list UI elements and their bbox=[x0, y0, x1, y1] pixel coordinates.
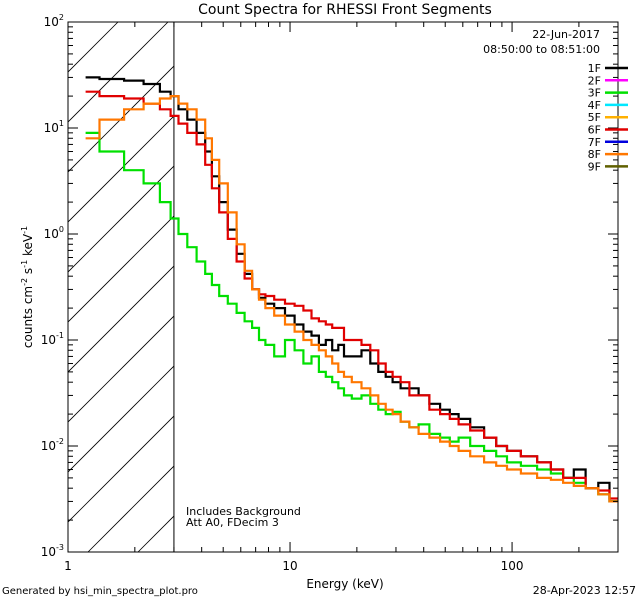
annotation-attenuator: Att A0, FDecim 3 bbox=[186, 516, 279, 529]
legend-entry-4F: 4F bbox=[588, 99, 628, 112]
hatch-line bbox=[68, 215, 174, 323]
legend-label: 5F bbox=[588, 111, 601, 124]
legend-entry-2F: 2F bbox=[588, 74, 628, 87]
legend-entry-3F: 3F bbox=[588, 87, 628, 100]
chart-title: Count Spectra for RHESSI Front Segments bbox=[198, 2, 492, 18]
hatch-line bbox=[137, 515, 174, 552]
generated-timestamp: 28-Apr-2023 12:57 bbox=[533, 584, 636, 597]
series-layer bbox=[85, 76, 618, 503]
series-6F bbox=[85, 90, 618, 500]
axes-layer: 1 10 100 10-3 10-2 10-1 100 101 102 bbox=[41, 13, 619, 573]
legend-entry-7F: 7F bbox=[588, 136, 628, 149]
x-tick-label: 1 bbox=[64, 559, 72, 573]
hatch-line bbox=[68, 115, 174, 223]
hatch-line bbox=[68, 315, 174, 423]
y-tick-label: 100 bbox=[44, 225, 64, 241]
y-tick-label: 10-1 bbox=[41, 331, 64, 347]
y-tick-label: 10-3 bbox=[41, 543, 64, 559]
y-tick-label: 102 bbox=[44, 13, 64, 29]
hatch-line bbox=[68, 415, 174, 523]
legend-label: 6F bbox=[588, 124, 601, 137]
annotation-background: Includes Background bbox=[186, 505, 301, 518]
legend-date: 22-Jun-2017 bbox=[532, 28, 600, 41]
y-tick-label: 10-2 bbox=[41, 437, 64, 453]
plot-frame bbox=[67, 21, 619, 553]
legend-entry-1F: 1F bbox=[588, 62, 628, 75]
legend-entry-6F: 6F bbox=[588, 124, 628, 137]
attenuator-hatch-region bbox=[68, 22, 174, 552]
hatch-line bbox=[87, 465, 174, 552]
generated-by: Generated by hsi_min_spectra_plot.pro bbox=[2, 586, 198, 597]
legend-label: 2F bbox=[588, 74, 601, 87]
legend-label: 3F bbox=[588, 87, 601, 100]
y-axis-label: counts cm-2 s-1 keV-1 bbox=[20, 226, 35, 348]
series-8F bbox=[85, 95, 618, 503]
series-3F bbox=[85, 131, 618, 503]
hatch-line bbox=[68, 22, 169, 123]
legend-entry-9F: 9F bbox=[588, 160, 628, 173]
legend-time-range: 08:50:00 to 08:51:00 bbox=[483, 43, 600, 56]
hatch-line bbox=[68, 365, 174, 473]
hatch-line bbox=[68, 265, 174, 373]
x-tick-label: 100 bbox=[501, 559, 524, 573]
legend-label: 7F bbox=[588, 136, 601, 149]
legend-entry-8F: 8F bbox=[588, 148, 628, 161]
legend-label: 9F bbox=[588, 160, 601, 173]
legend-label: 4F bbox=[588, 99, 601, 112]
y-tick-label: 101 bbox=[44, 119, 64, 135]
x-tick-label: 10 bbox=[282, 559, 297, 573]
hatch-line bbox=[68, 22, 119, 73]
x-axis-label: Energy (keV) bbox=[306, 577, 383, 591]
legend: 22-Jun-2017 08:50:00 to 08:51:00 1F2F3F4… bbox=[483, 28, 628, 173]
legend-label: 1F bbox=[588, 62, 601, 75]
series-1F bbox=[85, 76, 618, 503]
legend-entry-5F: 5F bbox=[588, 111, 628, 124]
legend-label: 8F bbox=[588, 148, 601, 161]
